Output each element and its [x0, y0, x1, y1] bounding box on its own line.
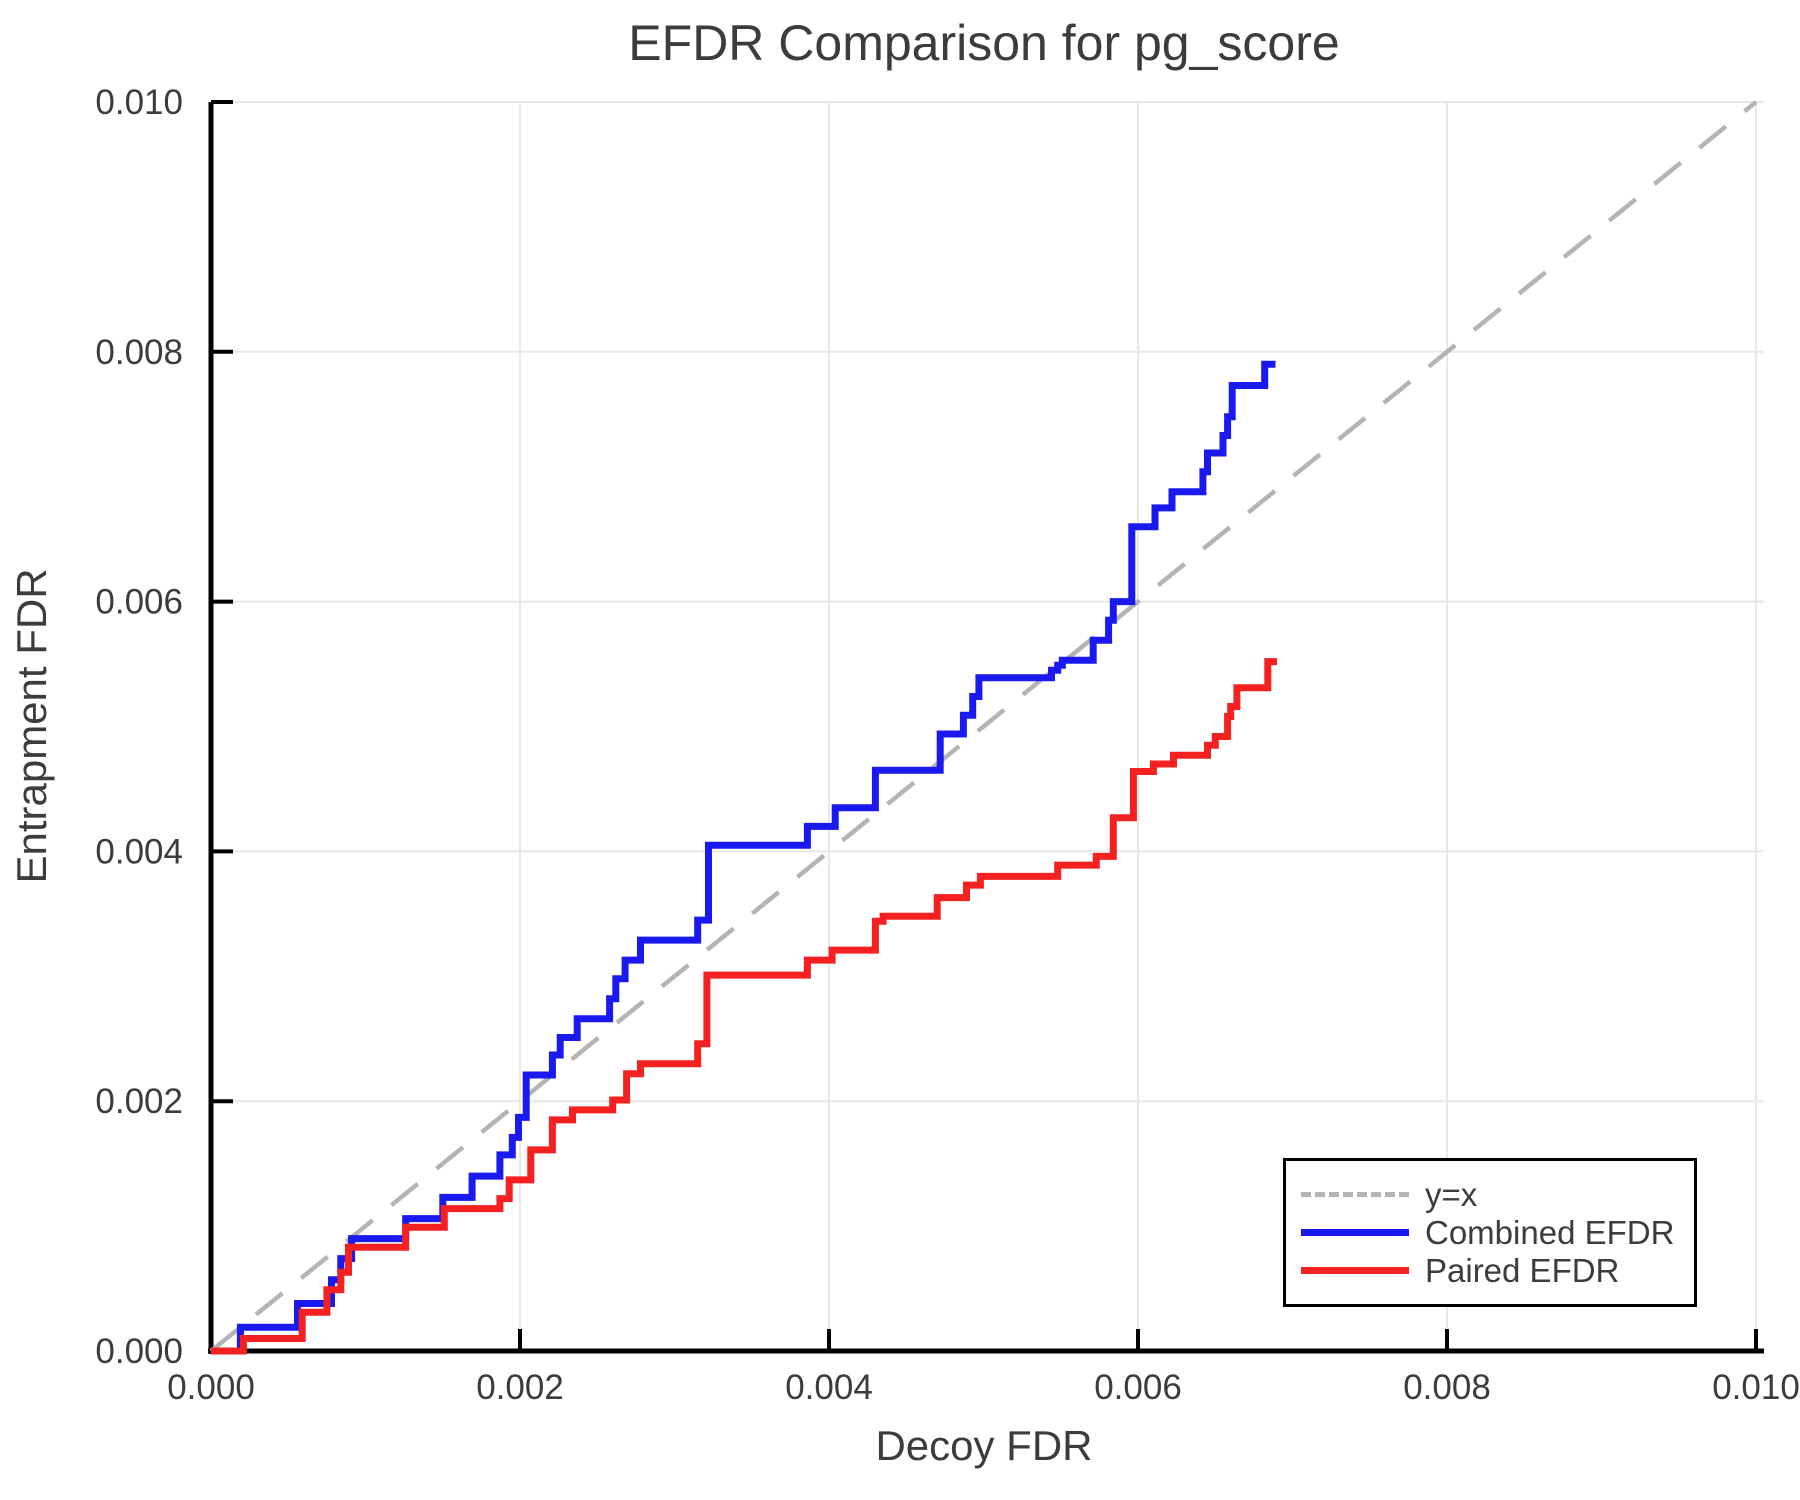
x-tick-label: 0.008: [1403, 1368, 1491, 1407]
legend: y=x Combined EFDR Paired EFDR: [1283, 1158, 1697, 1307]
x-tick-label: 0.002: [476, 1368, 564, 1407]
red-line-sample: [1301, 1267, 1409, 1274]
legend-entry-yx: y=x: [1301, 1176, 1694, 1214]
x-tick-label: 0.000: [167, 1368, 255, 1407]
dashed-line-sample: [1301, 1192, 1409, 1197]
y-tick-label: 0.004: [95, 832, 183, 871]
legend-entry-combined: Combined EFDR: [1301, 1214, 1694, 1252]
x-tick-label: 0.004: [785, 1368, 873, 1407]
legend-label-yx: y=x: [1425, 1176, 1478, 1213]
x-tick-label: 0.010: [1712, 1368, 1800, 1407]
y-tick-label: 0.000: [95, 1332, 183, 1371]
legend-label-paired: Paired EFDR: [1425, 1252, 1620, 1289]
y-tick-label: 0.010: [95, 83, 183, 122]
reference-line-yx: [209, 100, 1758, 1353]
series-combined-efdr: [211, 360, 1276, 1355]
y-tick-label: 0.008: [95, 333, 183, 372]
y-tick-label: 0.002: [95, 1082, 183, 1121]
x-tick-label: 0.006: [1094, 1368, 1182, 1407]
x-axis-label: Decoy FDR: [875, 1422, 1092, 1469]
blue-line-sample: [1301, 1229, 1409, 1236]
y-axis-label: Entrapment FDR: [8, 568, 55, 883]
chart-title: EFDR Comparison for pg_score: [628, 15, 1339, 71]
legend-label-combined: Combined EFDR: [1425, 1214, 1675, 1251]
y-tick-label: 0.006: [95, 583, 183, 622]
legend-entry-paired: Paired EFDR: [1301, 1252, 1694, 1290]
series-paired-efdr: [211, 658, 1277, 1355]
